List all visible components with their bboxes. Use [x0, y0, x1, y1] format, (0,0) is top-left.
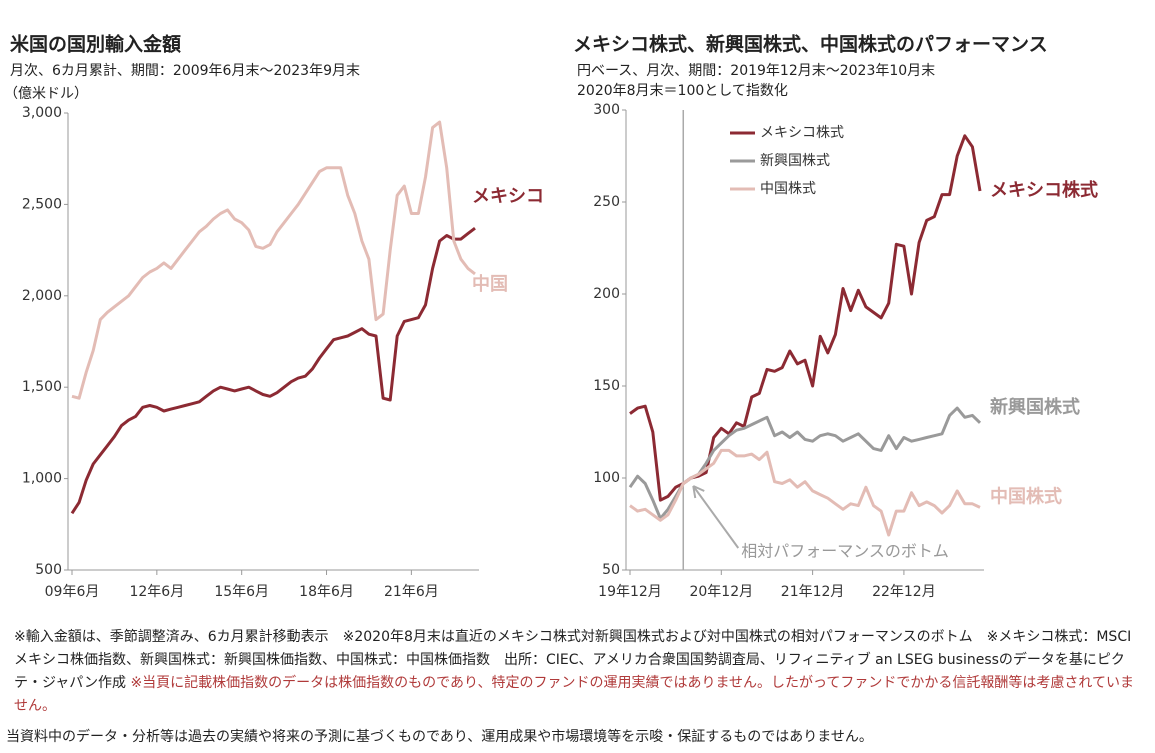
x-tick-label: 19年12月 — [598, 584, 662, 600]
legend-label: 中国株式 — [760, 181, 816, 197]
x-tick-label: 15年6月 — [214, 584, 269, 600]
y-tick-label: 3,000 — [22, 105, 62, 121]
chart-subtitle: 2020年8月末＝100として指数化 — [577, 83, 788, 99]
series-end-label: 中国株式 — [990, 485, 1062, 507]
chart-subtitle: 月次、6カ月累計、期間：2009年6月末～2023年9月末 — [10, 63, 360, 79]
y-tick-label: 50 — [602, 562, 620, 578]
y-tick-label: 2,500 — [22, 196, 62, 212]
annotation: 相対パフォーマンスのボトム — [741, 542, 949, 561]
x-tick-label: 21年12月 — [781, 584, 845, 600]
y-tick-label: 150 — [593, 378, 620, 394]
annotation-arrow — [692, 485, 740, 549]
legend-label: メキシコ株式 — [760, 125, 844, 141]
series-end-label: 中国 — [472, 273, 508, 295]
x-tick-label: 18年6月 — [299, 584, 354, 600]
chart-title: メキシコ株式、新興国株式、中国株式のパフォーマンス — [573, 33, 1048, 56]
charts: 米国の国別輸入金額 月次、6カ月累計、期間：2009年6月末～2023年9月末 … — [4, 33, 1098, 601]
series-line — [629, 448, 981, 537]
series-line — [70, 227, 476, 515]
series-line — [71, 120, 476, 400]
x-tick-label: 21年6月 — [384, 584, 439, 600]
y-tick-label: 500 — [35, 562, 62, 578]
series-end-label: メキシコ株式 — [990, 179, 1098, 201]
legend-label: 新興国株式 — [760, 153, 830, 169]
series-end-label: 新興国株式 — [990, 396, 1080, 418]
y-tick-label: 1,500 — [22, 379, 62, 395]
y-tick-label: 250 — [593, 194, 620, 210]
y-tick-label: 200 — [593, 286, 620, 302]
x-tick-label: 12年6月 — [129, 584, 184, 600]
footer: 当資料中のデータ・分析等は過去の実績や将来の予測に基づくものであり、運用成果や市… — [6, 729, 873, 745]
x-tick-label: 22年12月 — [872, 584, 936, 600]
chart-subtitle: 円ベース、月次、期間：2019年12月末～2023年10月末 — [577, 63, 935, 79]
caution: ※当頁に記載株価指数のデータは株価指数のものであり、特定のファンドの運用実績では… — [14, 675, 1134, 714]
note: ※輸入金額は、季節調整済み、6カ月累計移動表示 ※2020年8月末は直近のメキシ… — [14, 629, 1132, 691]
series-end-label: メキシコ — [472, 186, 544, 207]
y-axis-label: （億米ドル） — [4, 86, 88, 102]
x-tick-label: 09年6月 — [45, 584, 100, 600]
y-tick-label: 2,000 — [22, 288, 62, 304]
y-tick-label: 300 — [593, 102, 620, 118]
x-tick-label: 20年12月 — [689, 584, 753, 600]
notes: ※輸入金額は、季節調整済み、6カ月累計移動表示 ※2020年8月末は直近のメキシ… — [14, 626, 1134, 718]
y-tick-label: 1,000 — [22, 471, 62, 487]
chart-title: 米国の国別輸入金額 — [10, 33, 181, 56]
y-tick-label: 100 — [593, 470, 620, 486]
